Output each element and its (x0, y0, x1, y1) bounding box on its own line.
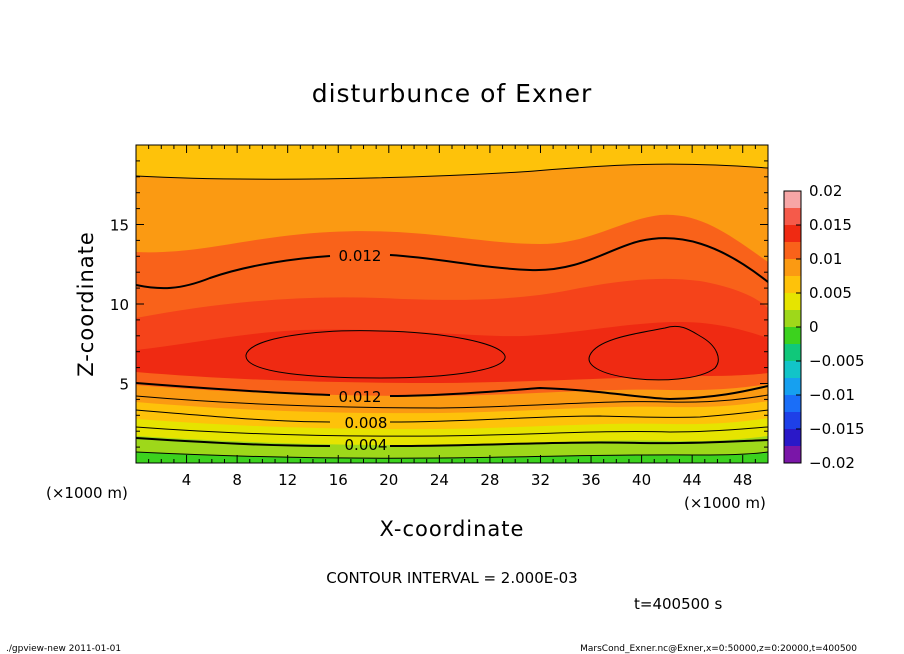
x-tick-label: 32 (531, 471, 550, 489)
x-axis-label: X-coordinate (380, 517, 525, 541)
contour-label: 0.012 (339, 247, 382, 265)
colorbar-segment (784, 429, 801, 446)
contour-line (136, 426, 768, 437)
contour-line (136, 451, 768, 459)
contour-plot (136, 145, 768, 463)
x-tick-label: 12 (278, 471, 297, 489)
contour-interval-text: CONTOUR INTERVAL = 2.000E-03 (326, 569, 577, 587)
contour-line (136, 409, 768, 423)
colorbar-segment (784, 310, 801, 327)
x-tick-label: 44 (683, 471, 702, 489)
x-unit-right: (×1000 m) (684, 494, 766, 512)
colorbar-tick-label: −0.01 (809, 386, 855, 404)
colorbar-segment (784, 361, 801, 378)
contour-line (136, 394, 768, 409)
colorbar-segment (784, 446, 801, 463)
colorbar-segment (784, 225, 801, 242)
contour-line (136, 437, 768, 447)
colorbar-tick-label: −0.005 (809, 352, 865, 370)
contour-line (136, 382, 768, 401)
colorbar-tick-label: 0.005 (809, 284, 852, 302)
x-tick-label: 4 (182, 471, 192, 489)
contour-label: 0.004 (345, 436, 388, 454)
colorbar-tick-label: −0.015 (809, 420, 865, 438)
colorbar-tick-label: −0.02 (809, 454, 855, 472)
contour-cell-right (588, 325, 719, 381)
contour-line (136, 163, 768, 180)
time-text: t=400500 s (634, 595, 722, 613)
colorbar-tick-label: 0.02 (809, 182, 842, 200)
x-tick-label: 20 (379, 471, 398, 489)
contour-line (136, 237, 768, 290)
x-tick-label: 24 (430, 471, 449, 489)
y-tick-label: 5 (119, 376, 129, 394)
colorbar-tick-label: 0.01 (809, 250, 842, 268)
x-tick-label: 36 (581, 471, 600, 489)
contour-band (136, 452, 768, 463)
colorbar-segment (784, 276, 801, 293)
y-tick-label: 15 (110, 217, 129, 235)
y-axis-label: Z-coordinate (74, 231, 98, 377)
colorbar: 0.02 0.015 0.01 0.005 0 −0.005 −0.01 −0.015 −0.0… (783, 182, 865, 472)
contour-label: 0.012 (339, 388, 382, 406)
colorbar-tick-label: 0.015 (809, 216, 852, 234)
x-tick-label: 16 (329, 471, 348, 489)
colorbar-tick-label: 0 (809, 318, 819, 336)
contour-cell-left (245, 330, 506, 379)
colorbar-segment (784, 395, 801, 412)
x-tick-label: 48 (733, 471, 752, 489)
y-tick-label: 10 (110, 296, 129, 314)
colorbar-segment (784, 327, 801, 344)
x-tick-label: 40 (632, 471, 651, 489)
colorbar-segment (784, 293, 801, 310)
x-tick-label: 28 (480, 471, 499, 489)
contour-label: 0.008 (345, 414, 388, 432)
colorbar-segment (784, 191, 801, 208)
colorbar-segment (784, 412, 801, 429)
colorbar-segment (784, 259, 801, 276)
colorbar-segment (784, 242, 801, 259)
footer-left: ./gpview-new 2011-01-01 (6, 644, 121, 654)
chart-title: disturbunce of Exner (312, 79, 593, 108)
footer-right: MarsCond_Exner.nc@Exner,x=0:50000,z=0:20… (580, 644, 857, 654)
x-unit-left: (×1000 m) (46, 484, 128, 502)
colorbar-segment (784, 378, 801, 395)
colorbar-segment (784, 208, 801, 225)
colorbar-segment (784, 344, 801, 361)
x-tick-label: 8 (232, 471, 242, 489)
